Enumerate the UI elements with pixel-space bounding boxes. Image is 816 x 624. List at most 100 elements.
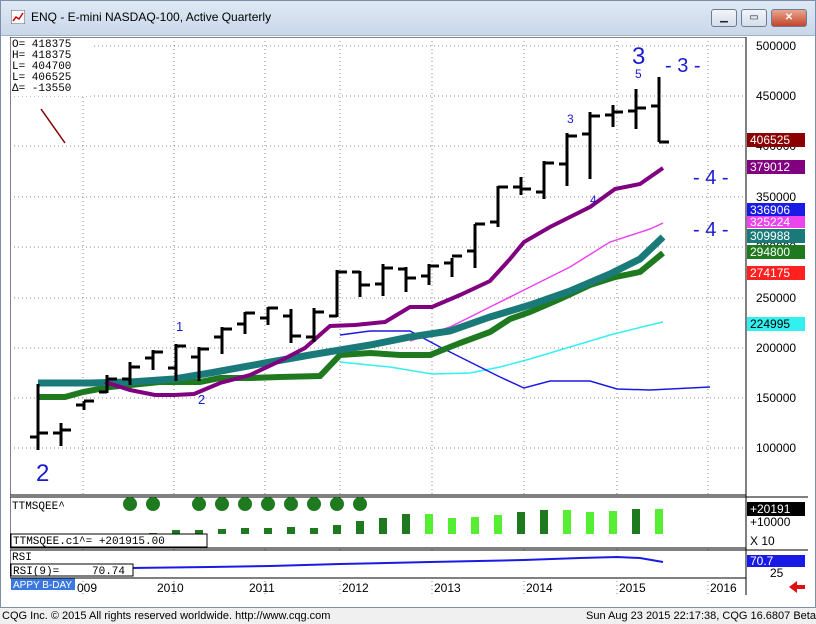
rsi-axis-low: 25 xyxy=(770,566,784,580)
squeeze-indicator-name: TTMSQEE^ xyxy=(12,501,65,513)
time-axis[interactable]: 009 2010 2011 2012 2013 2014 2015 2016 xyxy=(10,577,805,595)
squeeze-dot xyxy=(192,497,206,511)
squeeze-bar xyxy=(655,509,663,534)
price-bars xyxy=(30,77,669,450)
wave-labels: 2 3 5 3 4 1 2 - 3 - - 4 - - 4 - xyxy=(36,43,729,487)
wave-label-5-small: 5 xyxy=(635,67,642,81)
squeeze-bar xyxy=(356,521,364,534)
squeeze-bar xyxy=(402,514,410,534)
wave-label-4-small: 4 xyxy=(590,193,597,207)
squeeze-dot xyxy=(330,497,344,511)
appy-bday-badge: APPY B-DAY xyxy=(13,580,72,591)
time-label: 2014 xyxy=(526,581,553,595)
ohlc-low: L= 404700 xyxy=(12,61,71,73)
rsi-readout-value: 70.74 xyxy=(92,566,125,578)
ma-purple-line xyxy=(104,166,665,397)
squeeze-bar xyxy=(172,530,180,534)
squeeze-bar xyxy=(609,511,617,534)
chart-app-icon xyxy=(11,10,25,24)
time-label: 2010 xyxy=(157,581,184,595)
squeeze-axis-value: +20191 xyxy=(750,502,791,516)
wave-label-4-right-upper: - 4 - xyxy=(693,167,729,189)
title-bar[interactable]: ENQ - E-mini NASDAQ-100, Active Quarterl… xyxy=(1,1,815,36)
price-tick: 200000 xyxy=(756,341,796,355)
squeeze-bar xyxy=(333,525,341,534)
squeeze-bar xyxy=(310,528,318,534)
price-label-boxes: 406525 379012 336906 325224 309988 29480… xyxy=(747,133,805,331)
trend-line-stub xyxy=(40,108,66,144)
squeeze-x-label: X 10 xyxy=(750,534,775,548)
minimize-button[interactable]: ▁ xyxy=(711,9,737,27)
ma-blue-line xyxy=(339,330,711,391)
price-label-last: 406525 xyxy=(750,133,790,147)
price-label-green: 294800 xyxy=(750,245,790,259)
window-title: ENQ - E-mini NASDAQ-100, Active Quarterl… xyxy=(31,10,272,24)
squeeze-panel[interactable]: TTMSQEE^ TTMSQEE.c1^= +201915.00 +20191 … xyxy=(10,496,808,549)
squeeze-readout: TTMSQEE.c1^= +201915.00 xyxy=(13,536,165,548)
rsi-readout-label: RSI(9)= xyxy=(13,566,59,578)
squeeze-bar xyxy=(379,518,387,534)
ohlc-readout: O= 418375 H= 418375 L= 404700 L= 406525 … xyxy=(11,38,91,96)
ohlc-high: H= 418375 xyxy=(12,50,71,62)
squeeze-dot xyxy=(146,497,160,511)
squeeze-dot xyxy=(307,497,321,511)
ohlc-open: O= 418375 xyxy=(12,39,71,51)
status-bar: CQG Inc. © 2015 All rights reserved worl… xyxy=(0,608,816,624)
squeeze-bar xyxy=(195,530,203,534)
price-tick: 150000 xyxy=(756,391,796,405)
squeeze-bar xyxy=(632,509,640,534)
squeeze-dot xyxy=(215,497,229,511)
squeeze-bar xyxy=(241,528,249,534)
wave-label-3-small: 3 xyxy=(567,112,574,126)
rsi-axis-value: 70.7 xyxy=(750,554,774,568)
wave-label-2-large: 2 xyxy=(36,460,49,487)
time-label: 2013 xyxy=(434,581,461,595)
ma-cyan-line xyxy=(339,321,664,375)
squeeze-bar xyxy=(517,512,525,534)
chart-canvas[interactable]: O= 418375 H= 418375 L= 404700 L= 406525 … xyxy=(10,37,808,595)
squeeze-dot xyxy=(261,497,275,511)
maximize-button[interactable]: ▭ xyxy=(741,9,767,27)
wave-label-4-right-lower: - 4 - xyxy=(693,219,729,241)
price-label-teal: 309988 xyxy=(750,229,790,243)
rsi-panel[interactable]: RSI RSI(9)= 70.74 70.7 25 APPY B-DAY xyxy=(10,549,808,591)
price-tick: 450000 xyxy=(756,89,796,103)
price-label-cyan: 224995 xyxy=(750,317,790,331)
time-label: 009 xyxy=(77,581,97,595)
squeeze-dots xyxy=(123,497,367,511)
wave-label-3-large: 3 xyxy=(632,43,645,70)
close-button[interactable]: ✕ xyxy=(771,9,807,27)
rsi-line xyxy=(129,555,664,569)
wave-label-2-small: 2 xyxy=(198,392,205,407)
time-label: 2016 xyxy=(710,581,737,595)
squeeze-histogram xyxy=(149,509,663,534)
price-tick: 100000 xyxy=(756,441,796,455)
price-label-purple: 379012 xyxy=(750,160,790,174)
ohlc-change: Δ= -13550 xyxy=(12,83,71,95)
squeeze-bar xyxy=(287,527,295,534)
ma-teal-line xyxy=(38,234,666,387)
squeeze-bar xyxy=(586,512,594,534)
scroll-right-arrow-icon[interactable] xyxy=(789,581,805,593)
price-label-magenta: 325224 xyxy=(750,215,790,229)
squeeze-axis-scale: +10000 xyxy=(750,515,791,529)
squeeze-bar xyxy=(563,510,571,534)
ohlc-last: L= 406525 xyxy=(12,72,71,84)
status-timestamp: Sun Aug 23 2015 22:17:38, CQG 16.6807 Be… xyxy=(586,610,816,622)
squeeze-bar xyxy=(471,517,479,534)
time-label: 2011 xyxy=(249,581,275,595)
rsi-indicator-name: RSI xyxy=(12,552,32,564)
squeeze-dot xyxy=(284,497,298,511)
price-tick: 350000 xyxy=(756,190,796,204)
wave-label-1-small: 1 xyxy=(176,319,183,334)
squeeze-bar xyxy=(448,518,456,534)
squeeze-bar xyxy=(425,514,433,534)
squeeze-dot xyxy=(123,497,137,511)
ma-magenta-line xyxy=(409,222,664,342)
price-tick: 250000 xyxy=(756,291,796,305)
squeeze-bar xyxy=(264,528,272,534)
squeeze-bar xyxy=(540,510,548,534)
wave-label-3-right: - 3 - xyxy=(665,55,701,77)
squeeze-dot xyxy=(353,497,367,511)
squeeze-bar xyxy=(494,515,502,534)
